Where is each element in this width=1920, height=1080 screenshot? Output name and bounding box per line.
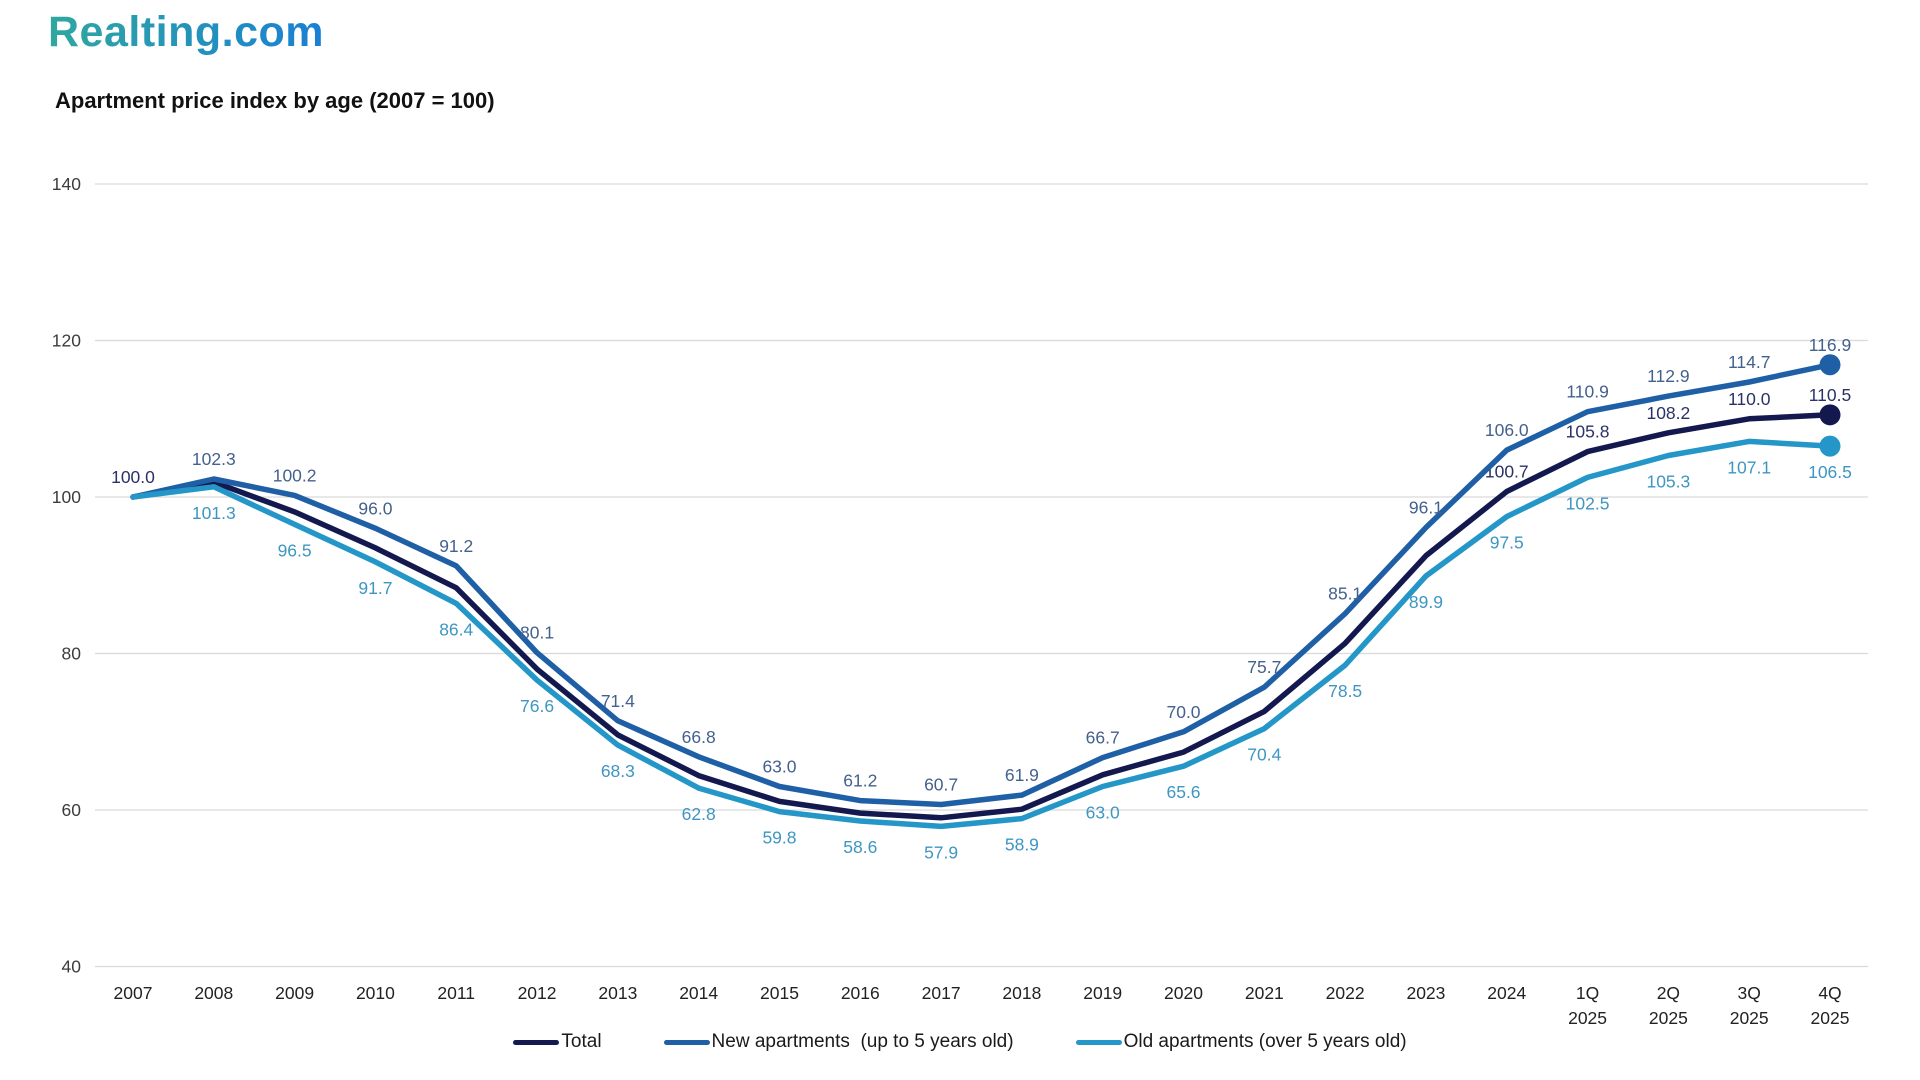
new-apartments-data-label: 66.7 — [1086, 728, 1120, 748]
x-axis-tick-label: 2019 — [1083, 983, 1122, 1003]
old-apartments-data-label: 86.4 — [439, 619, 473, 639]
x-axis-tick-label: 2013 — [598, 983, 637, 1003]
x-axis-tick-label: 2018 — [1002, 983, 1041, 1003]
new-apartments-line-swatch — [663, 1039, 710, 1045]
new-apartments-data-label: 114.7 — [1728, 352, 1771, 372]
total-data-label: 108.2 — [1646, 403, 1690, 423]
y-axis-tick-label: 120 — [52, 331, 81, 351]
chart-legend: Total New apartments (up to 5 years old)… — [0, 1031, 1920, 1053]
old-apartments-data-label: 58.9 — [1005, 835, 1039, 855]
y-axis-tick-label: 80 — [62, 644, 82, 664]
old-apartments-data-label: 65.6 — [1166, 782, 1200, 802]
old-apartments-data-label: 63.0 — [1086, 803, 1120, 823]
new-apartments-data-label: 112.9 — [1647, 366, 1690, 386]
old-apartments-data-label: 78.5 — [1328, 681, 1362, 701]
total-end-marker — [1819, 404, 1841, 426]
old-apartments-data-label: 96.5 — [278, 540, 312, 560]
legend-label-total: Total — [561, 1031, 602, 1052]
new-apartments-data-label: 71.4 — [601, 691, 635, 711]
x-axis-tick-label: 2024 — [1487, 983, 1526, 1003]
new-apartments-data-label: 61.2 — [843, 771, 877, 791]
old-apartments-data-label: 62.8 — [682, 804, 716, 824]
old-apartments-line — [130, 438, 1833, 830]
old-apartments-data-label: 58.6 — [843, 837, 877, 857]
old-apartments-data-label: 59.8 — [762, 828, 796, 848]
new-apartments-data-label: 80.1 — [520, 623, 554, 643]
x-axis-tick-label: 3Q 2025 — [1730, 983, 1769, 1028]
old-apartments-data-label: 97.5 — [1490, 533, 1524, 553]
legend-item-total: Total — [513, 1031, 602, 1053]
new-apartments-data-label: 91.2 — [439, 536, 473, 556]
new-apartments-data-label: 102.3 — [192, 449, 236, 469]
new-apartments-data-label: 96.0 — [358, 498, 392, 518]
old-apartments-data-label: 101.3 — [192, 503, 236, 523]
legend-label-new-apartments: New apartments (up to 5 years old) — [711, 1031, 1014, 1052]
legend-item-old-apartments: Old apartments (over 5 years old) — [1075, 1031, 1407, 1053]
old-apartments-data-label: 91.7 — [358, 578, 392, 598]
x-axis-tick-label: 2010 — [356, 983, 395, 1003]
new-apartments-data-label: 70.0 — [1166, 702, 1200, 722]
new-apartments-data-label: 96.1 — [1409, 498, 1443, 518]
new-apartments-data-label: 85.1 — [1328, 584, 1362, 604]
y-axis-tick-label: 100 — [52, 487, 81, 507]
old-apartments-line-swatch — [1075, 1039, 1122, 1045]
new-apartments-data-label: 116.9 — [1809, 335, 1852, 355]
x-axis-tick-label: 2Q 2025 — [1649, 983, 1688, 1028]
x-axis-tick-label: 1Q 2025 — [1568, 983, 1607, 1028]
new-apartments-data-label: 106.0 — [1485, 420, 1529, 440]
x-axis-tick-label: 2014 — [679, 983, 718, 1003]
new-apartments-line — [130, 362, 1833, 808]
new-apartments-data-label: 63.0 — [762, 757, 796, 777]
y-axis-tick-label: 140 — [52, 174, 81, 194]
realting-logo: Realting.com — [48, 8, 324, 56]
x-axis-tick-label: 2012 — [518, 983, 557, 1003]
new-apartments-end-marker — [1819, 354, 1841, 376]
total-data-label: 110.0 — [1728, 389, 1771, 409]
total-data-label: 100.0 — [111, 467, 155, 487]
y-axis-tick-label: 40 — [62, 957, 82, 977]
y-axis-tick-label: 60 — [62, 800, 82, 820]
old-apartments-end-marker — [1819, 435, 1841, 457]
x-axis-tick-label: 2009 — [275, 983, 314, 1003]
old-apartments-data-label: 106.5 — [1808, 462, 1852, 482]
x-axis-tick-label: 2022 — [1326, 983, 1365, 1003]
x-axis-tick-label: 4Q 2025 — [1811, 983, 1850, 1028]
total-data-label: 105.8 — [1566, 422, 1610, 442]
old-apartments-data-label: 68.3 — [601, 761, 635, 781]
total-line — [130, 412, 1833, 821]
x-axis-tick-label: 2023 — [1406, 983, 1445, 1003]
total-line-swatch — [513, 1039, 560, 1045]
x-axis-tick-label: 2017 — [922, 983, 961, 1003]
old-apartments-data-label: 76.6 — [520, 696, 554, 716]
x-axis-tick-label: 2016 — [841, 983, 880, 1003]
old-apartments-data-label: 105.3 — [1646, 472, 1690, 492]
x-axis-tick-label: 2015 — [760, 983, 799, 1003]
old-apartments-data-label: 89.9 — [1409, 592, 1443, 612]
new-apartments-data-label: 110.9 — [1566, 382, 1609, 402]
total-data-label: 100.7 — [1485, 462, 1529, 482]
legend-label-old-apartments: Old apartments (over 5 years old) — [1123, 1031, 1407, 1052]
new-apartments-data-label: 60.7 — [924, 775, 958, 795]
old-apartments-data-label: 102.5 — [1566, 493, 1610, 513]
legend-item-new-apartments: New apartments (up to 5 years old) — [663, 1031, 1014, 1053]
x-axis-tick-label: 2020 — [1164, 983, 1203, 1003]
new-apartments-data-label: 66.8 — [682, 727, 716, 747]
new-apartments-data-label: 61.9 — [1005, 765, 1039, 785]
x-axis-tick-label: 2007 — [114, 983, 153, 1003]
old-apartments-data-label: 57.9 — [924, 842, 958, 862]
x-axis-tick-label: 2008 — [194, 983, 233, 1003]
total-data-label: 110.5 — [1809, 385, 1852, 405]
new-apartments-data-label: 100.2 — [273, 465, 317, 485]
x-axis-tick-label: 2011 — [437, 983, 475, 1003]
x-axis-tick-label: 2021 — [1245, 983, 1284, 1003]
new-apartments-data-label: 75.7 — [1247, 657, 1281, 677]
old-apartments-data-label: 107.1 — [1727, 457, 1771, 477]
chart-title: Apartment price index by age (2007 = 100… — [55, 88, 495, 113]
old-apartments-data-label: 70.4 — [1247, 745, 1281, 765]
